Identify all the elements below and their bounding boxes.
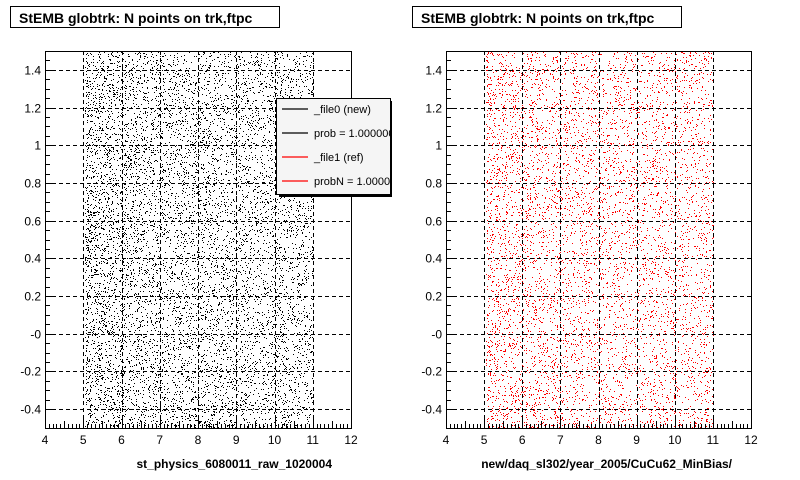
x-tick-label: 7 [557,433,564,447]
y-tick-label: 1.4 [24,64,41,78]
y-tick-label: 1.2 [425,102,442,116]
x-tick-label: 11 [307,433,320,447]
x-tick-label: 10 [268,433,282,447]
y-tick-label: 1.4 [425,64,442,78]
legend-label: probN = 1.000000 [314,176,402,188]
scatter-points [486,51,714,429]
x-tick-label: 6 [519,433,526,447]
y-tick-label: 0.6 [425,215,442,229]
x-axis: 4 5 6 7 8 9 10 11 12 [443,418,758,447]
y-tick-label: 0.4 [24,252,41,266]
x-tick-label: 5 [481,433,488,447]
y-tick-label: -0.2 [421,365,442,379]
y-tick-label: 0.8 [425,177,442,191]
x-tick-label: 7 [156,433,163,447]
y-axis: -0.4 -0.2 -0 0.2 0.4 0.6 0.8 1 1.2 1.4 [20,51,55,417]
scatter-point-cloud [486,51,714,429]
y-axis: -0.4 -0.2 -0 0.2 0.4 0.6 0.8 1 1.2 1.4 [421,51,456,417]
x-tick-label: 8 [195,433,202,447]
y-tick-label: 1.2 [24,102,41,116]
legend-label: _file1 (ref) [313,152,364,164]
x-tick-label: 9 [233,433,240,447]
legend-label: prob = 1.000000 [314,128,394,140]
legend-box [276,98,391,195]
legend-clip [392,96,412,202]
chart-panel-1: 4 5 6 7 8 9 10 11 12 -0.4 -0.2 -0 0.2 0.4 0.6 0.8 1 1.2 1.… [421,51,758,471]
chart-title-right: StEMB globtrk: N points on trk,ftpc [412,6,682,28]
y-tick-label: -0.4 [421,403,442,417]
y-tick-label: 0.2 [24,290,41,304]
x-tick-label: 4 [443,433,450,447]
y-tick-label: 0.4 [425,252,442,266]
x-tick-label: 12 [344,433,358,447]
y-tick-label: -0.4 [20,403,41,417]
x-tick-label: 6 [118,433,125,447]
x-tick-label: 4 [42,433,49,447]
chart-title-left: StEMB globtrk: N points on trk,ftpc [10,6,280,28]
y-tick-label: 1 [34,139,41,153]
x-axis-label: st_physics_6080011_raw_1020004 [136,457,332,471]
x-tick-label: 9 [633,433,640,447]
y-tick-label: 0.6 [24,215,41,229]
x-tick-label: 5 [80,433,87,447]
x-tick-label: 12 [744,433,758,447]
y-tick-label: -0 [431,328,442,342]
y-tick-label: -0 [30,328,41,342]
y-tick-label: 1 [435,139,442,153]
legend-label: _file0 (new) [313,104,371,116]
grid [446,51,751,428]
x-tick-label: 11 [707,433,720,447]
legend: _file0 (new) prob = 1.000000 _file1 (ref) p… [276,96,412,202]
x-axis: 4 5 6 7 8 9 10 11 12 [42,418,358,447]
y-tick-label: 0.8 [24,177,41,191]
y-tick-label: 0.2 [425,290,442,304]
y-tick-label: -0.2 [20,365,41,379]
x-tick-label: 10 [668,433,682,447]
x-tick-label: 8 [595,433,602,447]
x-axis-label: new/daq_sl302/year_2005/CuCu62_MinBias/ [481,457,732,471]
